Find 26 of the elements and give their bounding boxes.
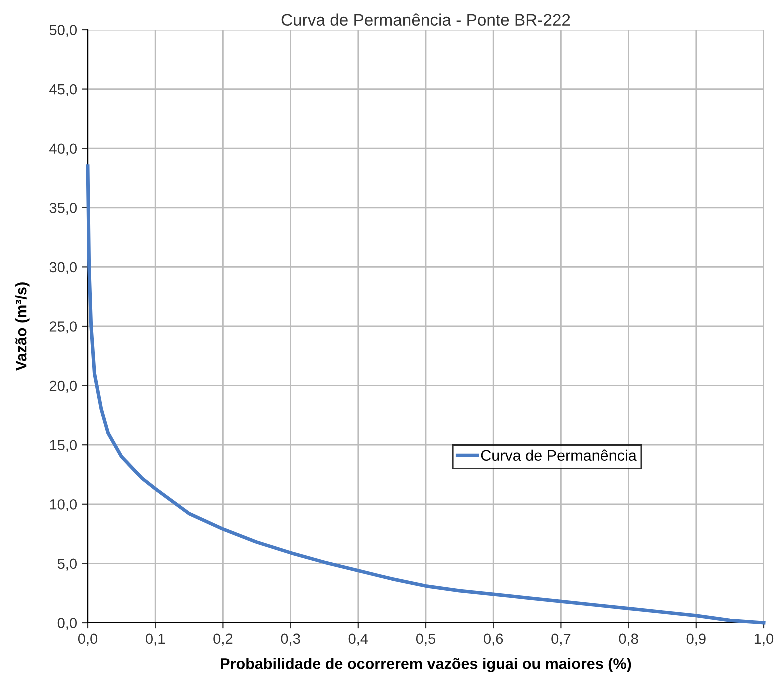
x-tick-label: 0,6 — [484, 634, 504, 646]
x-tick-label: 0,9 — [686, 634, 706, 646]
y-tick-label: 45,0 — [50, 84, 78, 96]
y-tick-label: 25,0 — [50, 322, 78, 334]
y-tick-label: 50,0 — [50, 25, 78, 38]
y-tick-label: 5,0 — [58, 558, 78, 571]
y-tick-label: 35,0 — [50, 203, 78, 216]
y-tick-label: 20,0 — [50, 380, 78, 393]
chart-title: Curva de Permanência - Ponte BR-222 — [282, 14, 570, 26]
x-tick-label: 0,2 — [214, 634, 233, 646]
x-tick-label: 0,1 — [146, 634, 166, 646]
legend-label: Curva de Permanência — [481, 450, 637, 462]
x-tick-label: 1,0 — [754, 634, 774, 646]
x-tick-label: 0,5 — [416, 634, 436, 646]
x-tick-label: 0,4 — [348, 634, 368, 646]
y-tick-label: 10,0 — [50, 500, 78, 512]
x-tick-label: 0,3 — [281, 634, 300, 646]
y-tick-label: 15,0 — [50, 440, 78, 452]
y-tick-label: 30,0 — [50, 262, 78, 274]
y-axis-title: Vazão (m³/s) — [16, 282, 30, 371]
y-tick-label: 0,0 — [58, 618, 78, 630]
x-tick-label: 0,7 — [552, 634, 571, 646]
y-tick-label: 40,0 — [50, 144, 78, 156]
x-tick-label: 0,0 — [78, 634, 98, 646]
x-axis-title: Probabilidade de ocorrerem vazões iguai ou maiores (%) — [221, 658, 632, 672]
x-tick-label: 0,8 — [619, 634, 638, 646]
